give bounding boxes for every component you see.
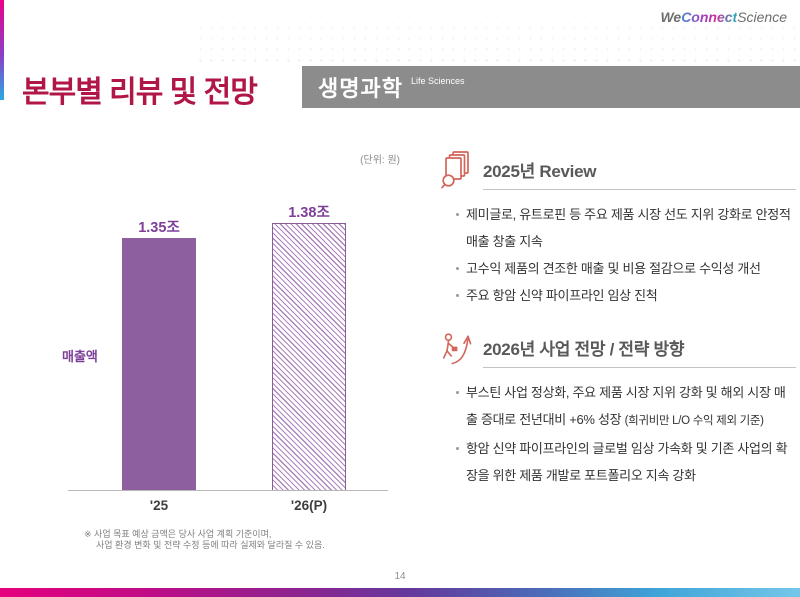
footnote-line-2: 사업 환경 변화 및 전략 수정 등에 따라 실제와 달라질 수 있음. (96, 540, 325, 550)
x-tick-label-26: '26(P) (290, 498, 328, 513)
outlook-bullet-1-text: 부스틴 사업 정상화, 주요 제품 시장 지위 강화 및 해외 시장 매출 증대… (466, 385, 786, 427)
chart-y-axis-label: 매출액 (62, 349, 98, 364)
chart-unit-label: (단위: 원) (360, 155, 400, 166)
review-bullet-3: 주요 항암 신약 파이프라인 임상 진척 (455, 282, 796, 309)
page-number: 14 (394, 571, 406, 582)
outlook-bullet-2-text: 항암 신약 파이프라인의 글로벌 임상 가속화 및 기존 사업의 확장을 위한 … (466, 441, 788, 483)
left-accent-gradient-bar (0, 0, 4, 100)
section-title-english: Life Sciences (410, 76, 465, 86)
bar-2025-solid (122, 238, 196, 491)
footnote: ※ 사업 목표 예상 금액은 당사 사업 계획 기준이며, 사업 환경 변화 및… (84, 529, 325, 551)
page-title: 본부별 리뷰 및 전망 (22, 76, 258, 109)
outlook-bullet-1: 부스틴 사업 정상화, 주요 제품 시장 지위 강화 및 해외 시장 매출 증대… (455, 379, 796, 435)
logo-connect: Connect (681, 9, 738, 25)
outlook-heading: 2026년 사업 전망 / 전략 방향 (483, 340, 685, 359)
outlook-bullet-2: 항암 신약 파이프라인의 글로벌 임상 가속화 및 기존 사업의 확장을 위한 … (455, 435, 796, 489)
review-heading-rule (483, 189, 796, 190)
footnote-line-1: ※ 사업 목표 예상 금액은 당사 사업 계획 기준이며, (84, 529, 272, 539)
outlook-bullet-1-note: (희귀비만 L/O 수익 제외 기준) (624, 415, 764, 427)
outlook-heading-rule (483, 367, 796, 368)
review-title-wrap: 2025년 Review (483, 150, 796, 190)
bar-2026-hatched (272, 223, 346, 491)
outlook-2026-section: 2026년 사업 전망 / 전략 방향 부스틴 사업 정상화, 주요 제품 시장… (440, 328, 796, 489)
logo-science: Science (737, 9, 787, 25)
logo-we: We (660, 9, 682, 25)
review-heading: 2025년 Review (483, 162, 597, 181)
section-header-bar: 생명과학 Life Sciences (302, 66, 800, 108)
mesh-pattern-decoration (195, 0, 800, 64)
outlook-title-wrap: 2026년 사업 전망 / 전략 방향 (483, 328, 796, 368)
bar-value-label-26: 1.38조 (288, 205, 330, 221)
x-tick-label-25: '25 (149, 498, 169, 513)
review-bullet-2: 고수익 제품의 견조한 매출 및 비용 절감으로 수익성 개선 (455, 255, 796, 282)
chart-x-axis-line (68, 490, 388, 491)
section-title-korean: 생명과학 (318, 76, 403, 101)
documents-magnifier-icon (441, 151, 469, 189)
review-section-header: 2025년 Review (440, 150, 796, 190)
review-2025-section: 2025년 Review 제미글로, 유트로핀 등 주요 제품 시장 선도 지위… (440, 150, 796, 309)
review-bullet-list: 제미글로, 유트로핀 등 주요 제품 시장 선도 지위 강화로 안정적 매출 창… (440, 201, 796, 309)
outlook-section-header: 2026년 사업 전망 / 전략 방향 (440, 328, 796, 368)
bar-value-label-25: 1.35조 (138, 220, 180, 236)
bottom-gradient-bar (0, 588, 800, 597)
review-bullet-1: 제미글로, 유트로핀 등 주요 제품 시장 선도 지위 강화로 안정적 매출 창… (455, 201, 796, 255)
outlook-bullet-list: 부스틴 사업 정상화, 주요 제품 시장 지위 강화 및 해외 시장 매출 증대… (440, 379, 796, 489)
person-growth-arrow-icon (442, 333, 472, 365)
company-logo: WeConnectScience (660, 9, 787, 25)
